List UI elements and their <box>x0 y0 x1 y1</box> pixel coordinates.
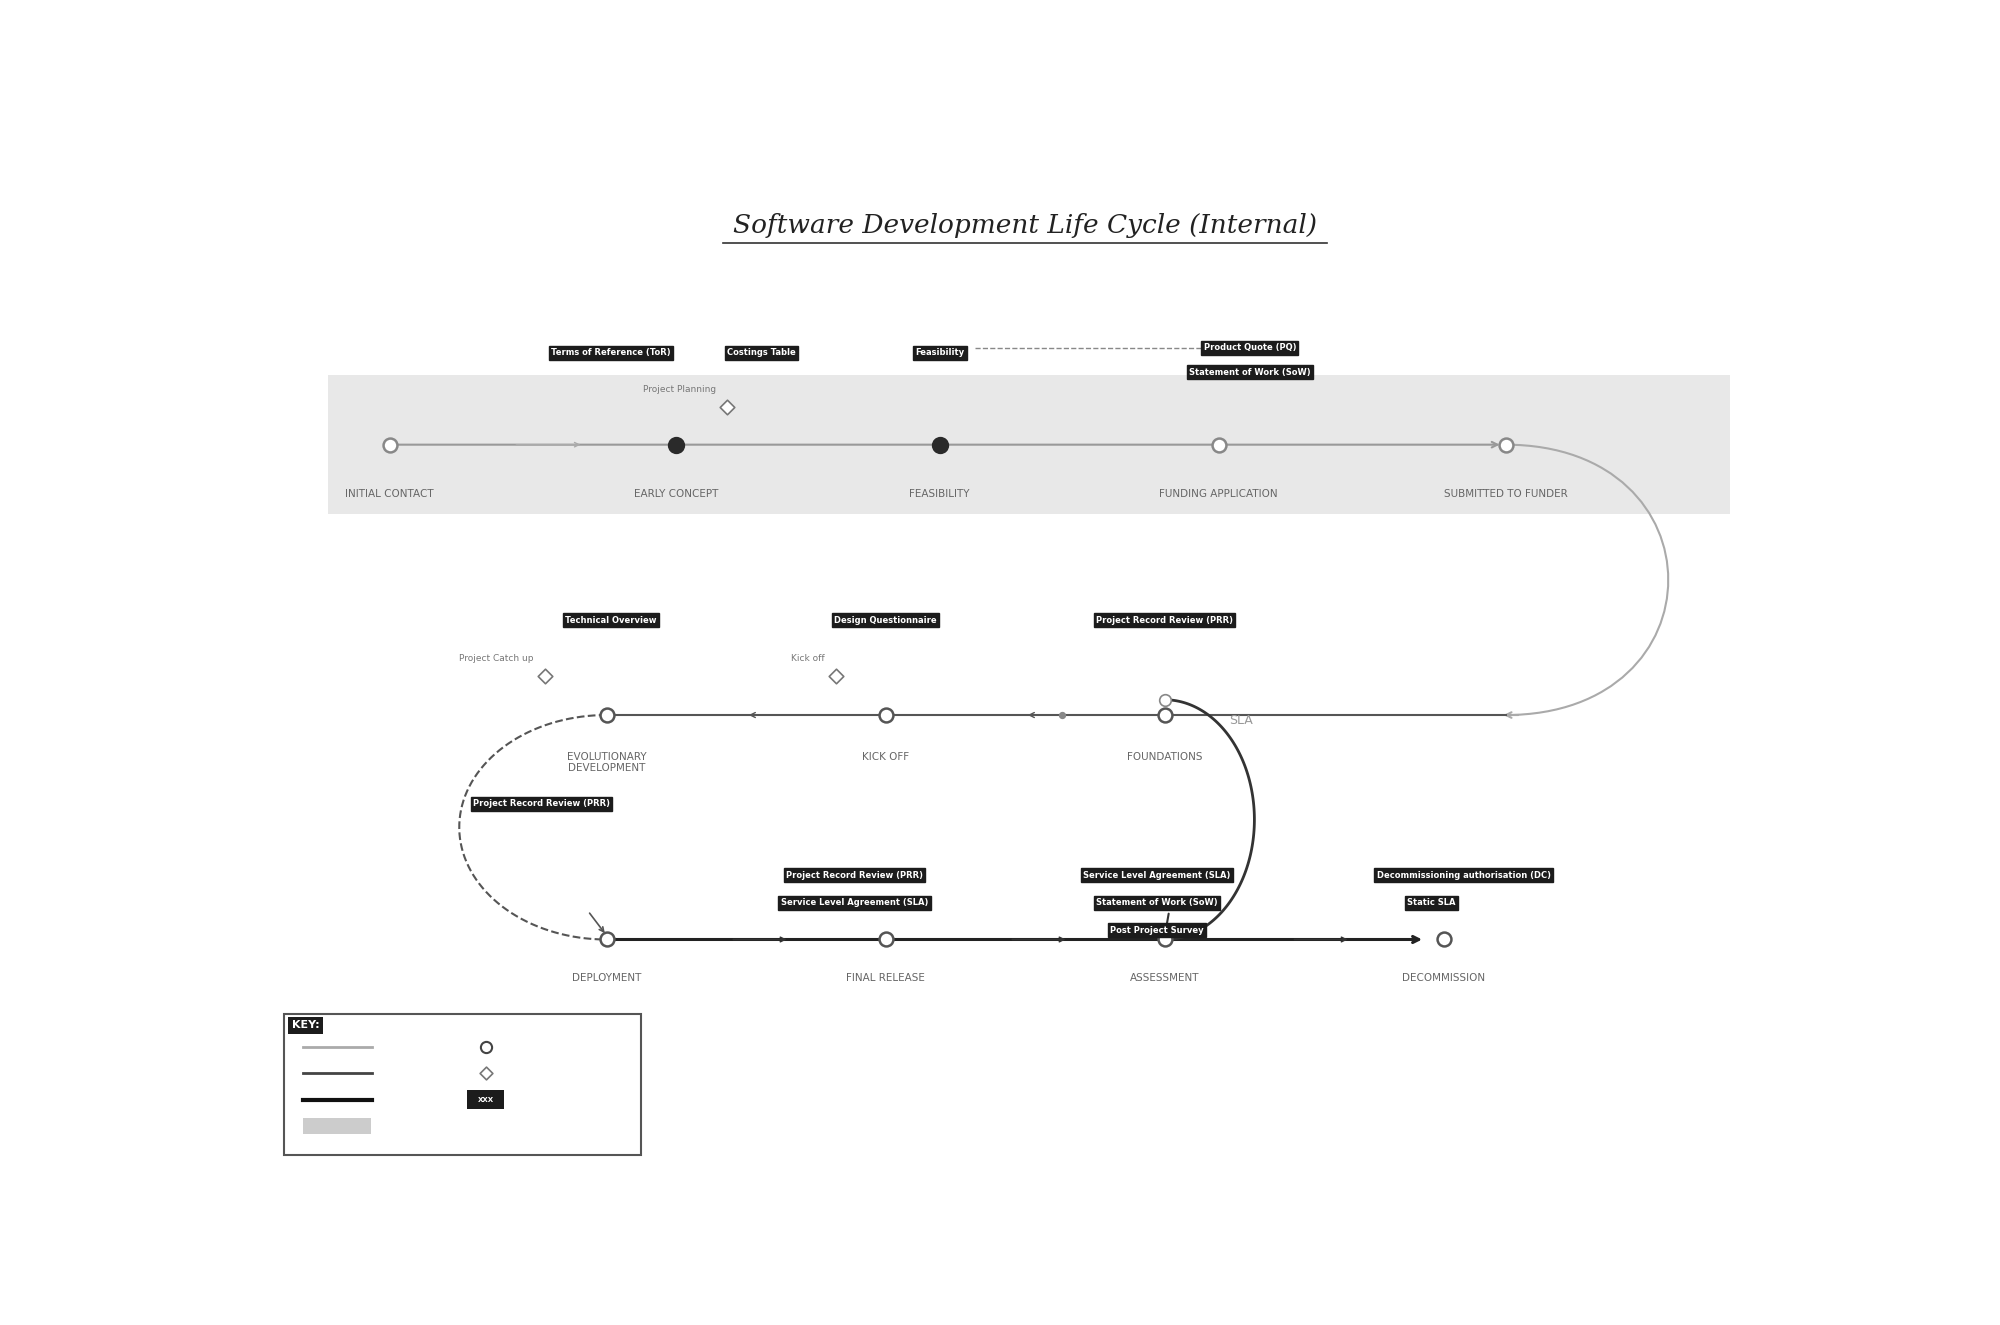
Text: Terms of Reference (ToR): Terms of Reference (ToR) <box>552 348 670 358</box>
Point <box>1202 435 1234 456</box>
Bar <box>302 1118 370 1134</box>
Point <box>820 665 852 686</box>
Point <box>1148 689 1180 710</box>
Text: Design Questionnaire: Design Questionnaire <box>834 616 936 624</box>
Text: KICK OFF: KICK OFF <box>862 751 910 762</box>
Text: ASSESSMENT: ASSESSMENT <box>1130 973 1200 983</box>
Point <box>1148 929 1180 950</box>
Text: Decommissioning authorisation (DC): Decommissioning authorisation (DC) <box>1376 871 1550 880</box>
Text: DECISION POINTS: DECISION POINTS <box>510 1043 590 1051</box>
Text: FINAL RELEASE: FINAL RELEASE <box>846 973 924 983</box>
Point <box>712 396 744 417</box>
Text: DEPLOYMENT: DEPLOYMENT <box>572 973 642 983</box>
Text: DECOMMISSION: DECOMMISSION <box>1402 973 1486 983</box>
Text: SLA: SLA <box>1230 714 1254 726</box>
Text: Static SLA: Static SLA <box>1406 898 1456 908</box>
Point <box>1490 435 1522 456</box>
Text: EARLY CONCEPT: EARLY CONCEPT <box>634 489 718 498</box>
Point <box>870 705 902 726</box>
Text: Project Record Review (PRR): Project Record Review (PRR) <box>1096 616 1232 624</box>
Point <box>470 1036 502 1057</box>
Text: Software Development Life Cycle (Internal): Software Development Life Cycle (Interna… <box>732 213 1316 237</box>
Point <box>1046 705 1078 726</box>
Text: XXX: XXX <box>478 1097 494 1102</box>
Bar <box>468 1090 504 1109</box>
Text: Service Level Agreement (SLA): Service Level Agreement (SLA) <box>780 898 928 908</box>
Text: Project Catch up: Project Catch up <box>460 655 534 662</box>
Text: Statement of Work (SoW): Statement of Work (SoW) <box>1096 898 1218 908</box>
Text: Project Record Review (PRR): Project Record Review (PRR) <box>786 871 924 880</box>
Text: FUNDING APPLICATION: FUNDING APPLICATION <box>1160 489 1278 498</box>
Point <box>374 435 406 456</box>
Point <box>660 435 692 456</box>
Text: MEETINGS: MEETINGS <box>510 1069 556 1077</box>
Text: EVOLUTIONARY
DEVELOPMENT: EVOLUTIONARY DEVELOPMENT <box>566 751 646 774</box>
Bar <box>284 1014 640 1155</box>
Text: Product Quote (PQ): Product Quote (PQ) <box>1204 343 1296 352</box>
Point <box>470 1063 502 1084</box>
Point <box>1428 929 1460 950</box>
Text: Feasibility: Feasibility <box>916 348 964 358</box>
Text: Kick off: Kick off <box>792 655 826 662</box>
Text: Statement of Work (SoW): Statement of Work (SoW) <box>1188 368 1310 376</box>
Text: POST-PROJECT: POST-PROJECT <box>384 1096 448 1104</box>
Point <box>590 929 622 950</box>
Point <box>590 705 622 726</box>
Text: PRE-PROJECT: PRE-PROJECT <box>384 1043 442 1051</box>
Text: Project Record Review (PRR): Project Record Review (PRR) <box>472 799 610 808</box>
Text: SUBMITTED TO FUNDER: SUBMITTED TO FUNDER <box>1444 489 1568 498</box>
Point <box>1148 705 1180 726</box>
Text: KEY:: KEY: <box>292 1020 320 1030</box>
Text: Service Level Agreement (SLA): Service Level Agreement (SLA) <box>1084 871 1230 880</box>
Text: Project Planning: Project Planning <box>644 384 716 394</box>
Point <box>870 929 902 950</box>
Text: ACTIVE PROJECT: ACTIVE PROJECT <box>384 1069 456 1077</box>
Text: Costings Table: Costings Table <box>728 348 796 358</box>
Text: Technical Overview: Technical Overview <box>566 616 656 624</box>
Point <box>924 435 956 456</box>
Text: Post Project Survey: Post Project Survey <box>1110 926 1204 935</box>
Point <box>528 665 560 686</box>
Text: UNFUNDED: UNFUNDED <box>384 1122 434 1130</box>
Text: INITIAL CONTACT: INITIAL CONTACT <box>346 489 434 498</box>
Text: FEASIBILITY: FEASIBILITY <box>910 489 970 498</box>
Bar <box>328 375 1730 514</box>
Text: FOUNDATIONS: FOUNDATIONS <box>1126 751 1202 762</box>
Text: DOCUMENTS: DOCUMENTS <box>510 1096 568 1104</box>
